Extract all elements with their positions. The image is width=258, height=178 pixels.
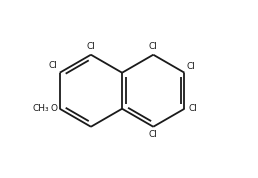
Text: Cl: Cl (149, 130, 158, 139)
Text: Cl: Cl (49, 61, 58, 70)
Text: CH₃: CH₃ (33, 104, 50, 113)
Text: Cl: Cl (188, 104, 197, 112)
Text: Cl: Cl (149, 42, 158, 51)
Text: O: O (50, 104, 57, 113)
Text: Cl: Cl (187, 62, 195, 71)
Text: Cl: Cl (86, 42, 95, 51)
